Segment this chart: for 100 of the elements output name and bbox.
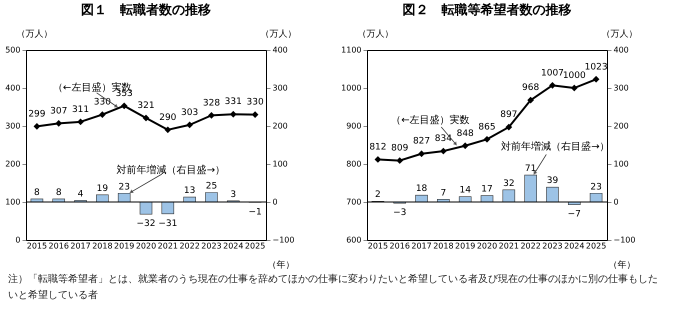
data-label: 834 xyxy=(434,134,452,144)
x-tick-label: 2020 xyxy=(476,242,498,250)
data-label: 25 xyxy=(206,182,218,192)
data-label: 321 xyxy=(137,101,155,112)
data-label: 17 xyxy=(481,184,493,195)
data-label: 307 xyxy=(50,106,68,116)
data-label: 18 xyxy=(416,184,428,194)
series-label: （←左目盛）実数 xyxy=(391,114,470,126)
x-tick-label: 2016 xyxy=(390,242,410,250)
y2-tick-label: 0 xyxy=(614,198,619,206)
y2-tick-label: 200 xyxy=(614,122,629,130)
x-tick-label: 2024 xyxy=(564,242,584,250)
y-tick-label: 0 xyxy=(15,236,20,244)
text: 対前年増減（右目盛→） xyxy=(501,140,610,153)
x-axis-title: （年） xyxy=(268,260,294,270)
x-tick-label: 2025 xyxy=(244,242,266,250)
x-tick-label: 2023 xyxy=(201,242,222,250)
y-tick-label: 300 xyxy=(5,122,20,130)
y-tick-label: 100 xyxy=(5,198,20,206)
data-label: −7 xyxy=(568,210,581,220)
y-tick-label: 1000 xyxy=(341,84,362,92)
y2-tick-label: 0 xyxy=(272,198,278,206)
x-tick-label: 2017 xyxy=(411,242,432,250)
y-tick-label: 800 xyxy=(346,160,362,168)
data-label: 897 xyxy=(500,110,518,120)
data-label: 32 xyxy=(503,178,515,189)
series-label: 対前年増減（右目盛→） xyxy=(116,164,226,176)
x-axis-title: （年） xyxy=(608,260,636,270)
x-tick-label: 2025 xyxy=(586,242,606,250)
data-label: −1 xyxy=(248,207,262,218)
data-label: 4 xyxy=(78,189,84,200)
x-tick-label: 2017 xyxy=(70,242,91,250)
data-label: 23 xyxy=(118,182,130,192)
x-tick-label: 2021 xyxy=(498,242,519,250)
y-tick-label: 700 xyxy=(346,198,362,206)
data-label: 1023 xyxy=(584,62,608,72)
data-label: 1000 xyxy=(562,71,586,81)
y2-axis-title: （万人） xyxy=(260,28,296,40)
x-tick-label: 2015 xyxy=(368,242,388,250)
chart-title: 図１ 転職者数の推移 xyxy=(81,2,211,18)
y2-tick-label: 300 xyxy=(272,84,288,92)
data-label: 968 xyxy=(522,83,540,94)
text: 注）「転職等希望者」とは、就業者のうち現在の仕事を辞めてほかの仕事に変わりたいと希望している者及び現在の仕事のほかに別の仕事もしたいと希望している者 xyxy=(8,272,659,303)
data-label: 328 xyxy=(202,98,220,108)
data-label: 1007 xyxy=(541,68,564,78)
y2-tick-label: 200 xyxy=(272,122,288,130)
data-label: 8 xyxy=(34,188,40,198)
data-label: 290 xyxy=(159,112,177,123)
data-label: 2 xyxy=(375,190,381,200)
data-label: 330 xyxy=(246,98,264,108)
data-label: 311 xyxy=(72,104,90,115)
x-tick-label: 2023 xyxy=(542,242,563,250)
y2-tick-label: 400 xyxy=(272,46,288,54)
x-tick-label: 2016 xyxy=(48,242,69,250)
y2-tick-label: 400 xyxy=(614,46,629,54)
y2-axis-title: （万人） xyxy=(602,28,638,40)
data-label: 848 xyxy=(456,128,474,139)
data-label: 827 xyxy=(412,136,430,147)
data-label: −32 xyxy=(136,219,156,230)
data-label: 3 xyxy=(230,190,236,200)
data-label: 865 xyxy=(478,122,496,132)
x-tick-label: 2024 xyxy=(223,242,244,250)
y2-tick-label: −100 xyxy=(272,236,294,244)
y-tick-label: 900 xyxy=(346,122,362,130)
data-label: 19 xyxy=(96,184,108,194)
x-tick-label: 2020 xyxy=(136,242,156,250)
y2-tick-label: 100 xyxy=(272,160,288,168)
data-label: −3 xyxy=(393,208,406,218)
data-label: 299 xyxy=(28,109,46,120)
y-tick-label: 200 xyxy=(5,160,20,168)
x-tick-label: 2022 xyxy=(179,242,200,250)
data-label: 330 xyxy=(94,98,112,108)
data-label: 812 xyxy=(369,142,387,152)
x-tick-label: 2021 xyxy=(158,242,178,250)
x-tick-label: 2018 xyxy=(92,242,113,250)
x-tick-label: 2022 xyxy=(520,242,541,250)
x-tick-label: 2015 xyxy=(26,242,48,250)
data-label: 331 xyxy=(224,97,242,108)
data-label: 23 xyxy=(590,182,602,192)
data-label: 7 xyxy=(440,188,446,198)
data-label: 809 xyxy=(391,144,409,154)
data-label: 8 xyxy=(56,188,62,198)
data-label: −31 xyxy=(158,218,178,229)
data-label: 303 xyxy=(181,108,198,118)
x-tick-label: 2019 xyxy=(114,242,134,250)
chart-title: 図２ 転職等希望者数の推移 xyxy=(402,2,572,18)
x-tick-label: 2019 xyxy=(455,242,476,250)
y-axis-title: （万人） xyxy=(16,28,52,40)
y-tick-label: 600 xyxy=(346,236,362,244)
data-label: 13 xyxy=(184,186,196,196)
y2-tick-label: 100 xyxy=(614,160,629,168)
y-tick-label: 400 xyxy=(5,84,20,92)
y-tick-label: 500 xyxy=(5,46,20,54)
x-tick-label: 2018 xyxy=(433,242,454,250)
data-label: 39 xyxy=(546,176,558,186)
data-label: 71 xyxy=(524,164,536,174)
y2-tick-label: −100 xyxy=(614,236,636,244)
data-label: 14 xyxy=(459,186,472,196)
y-axis-title: （万人） xyxy=(358,28,394,40)
y-tick-label: 1100 xyxy=(341,46,362,54)
